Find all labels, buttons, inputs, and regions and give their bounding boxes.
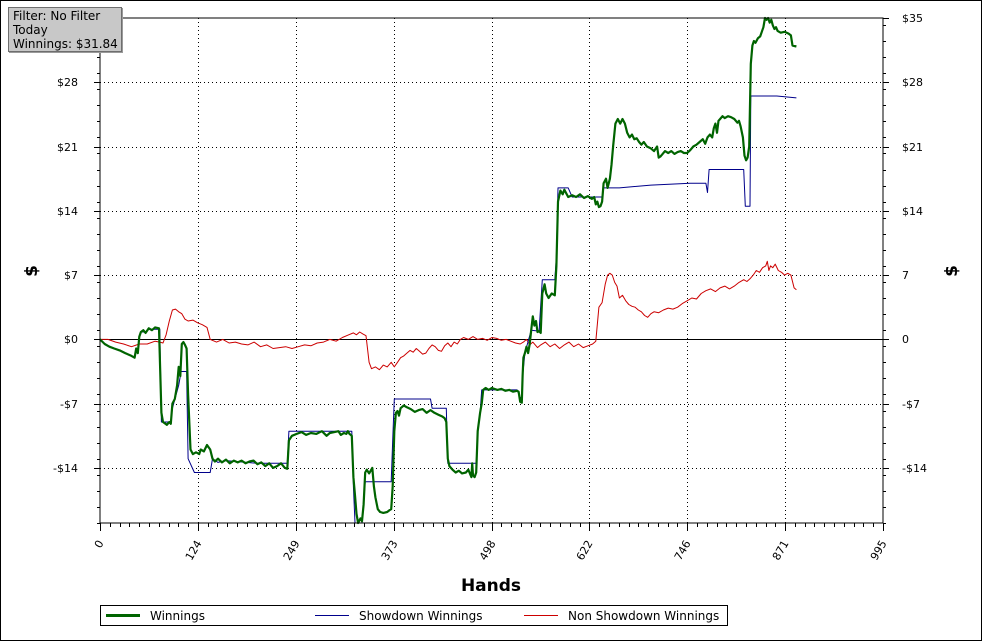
filter-info-box: Filter: No Filter Today Winnings: $31.84 xyxy=(8,7,122,52)
y-tick-label-right: -$14 xyxy=(902,462,927,475)
x-tick-label: 373 xyxy=(379,538,401,563)
x-tick-label: 746 xyxy=(672,538,694,563)
winnings-total-label: Winnings: $31.84 xyxy=(13,37,118,51)
y-tick-label-right: -$7 xyxy=(902,398,920,411)
x-tick-label: 124 xyxy=(183,538,205,563)
winnings-line xyxy=(99,16,797,525)
legend-label-winnings: Winnings xyxy=(150,608,205,623)
legend: Winnings Showdown Winnings Non Showdown … xyxy=(100,605,728,626)
x-axis-title: Hands xyxy=(461,576,521,596)
x-tick-label: 249 xyxy=(281,538,303,563)
legend-label-non-showdown-winnings: Non Showdown Winnings xyxy=(568,608,720,623)
y-tick-label-left: -$14 xyxy=(53,462,78,475)
period-label: Today xyxy=(13,23,48,37)
y-tick-label-left: $28 xyxy=(57,76,78,89)
y-tick-label-right: 0 xyxy=(902,333,909,346)
y-tick-label-left: $7 xyxy=(64,269,78,282)
x-tick-label: 0 xyxy=(92,538,107,551)
y-axis-title-right: $ xyxy=(942,265,962,277)
y-tick-label-right: $28 xyxy=(902,76,923,89)
y-tick-label-right: $21 xyxy=(902,141,923,154)
y-tick-label-left: $21 xyxy=(57,141,78,154)
non-showdown-winnings-line xyxy=(100,260,797,371)
legend-swatch-winnings xyxy=(106,614,140,617)
legend-swatch-non-showdown-winnings xyxy=(524,615,558,616)
legend-item-showdown-winnings: Showdown Winnings xyxy=(315,606,483,625)
filter-label: Filter: No Filter xyxy=(13,9,101,23)
x-tick-label: 622 xyxy=(574,538,596,563)
x-tick-label: 995 xyxy=(868,538,890,563)
y-tick-label-right: $14 xyxy=(902,205,923,218)
plot-area xyxy=(99,17,884,524)
axes: 0124249373498622746871995$35$35$28$28$21… xyxy=(53,12,927,563)
y-tick-label-left: -$7 xyxy=(60,398,78,411)
y-axis-title-left: $ xyxy=(22,265,42,277)
x-tick-label: 498 xyxy=(477,538,499,563)
legend-item-non-showdown-winnings: Non Showdown Winnings xyxy=(524,606,719,625)
y-tick-label-right: 7 xyxy=(902,269,909,282)
legend-item-winnings: Winnings xyxy=(106,606,205,625)
x-tick-label: 871 xyxy=(770,538,792,563)
legend-swatch-showdown-winnings xyxy=(315,615,349,616)
legend-label-showdown-winnings: Showdown Winnings xyxy=(359,608,483,623)
y-tick-label-right: $35 xyxy=(902,12,923,25)
y-tick-label-left: $14 xyxy=(57,205,78,218)
grid xyxy=(100,18,883,523)
series-layer xyxy=(99,16,797,525)
y-tick-label-left: $0 xyxy=(64,333,78,346)
